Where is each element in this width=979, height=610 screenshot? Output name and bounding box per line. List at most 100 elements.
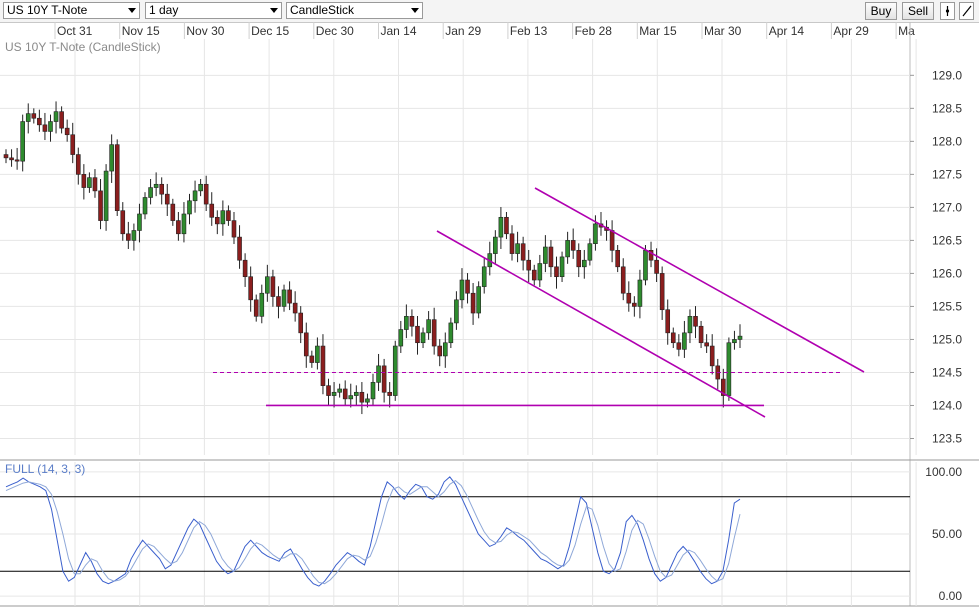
candle-body <box>409 316 415 327</box>
candle-body <box>31 113 37 119</box>
candle-body <box>315 345 320 363</box>
candle-body <box>737 335 743 340</box>
candle-body <box>53 111 59 122</box>
candle-body <box>220 210 226 225</box>
candle-body <box>593 223 598 244</box>
candle-body <box>292 302 298 314</box>
candle-body <box>64 127 70 136</box>
sell-button[interactable]: Sell <box>902 2 934 20</box>
candle-body <box>287 289 292 304</box>
candle-body <box>548 246 554 268</box>
candle-body <box>259 292 265 317</box>
candle-body <box>198 183 203 192</box>
candle-body <box>415 325 420 344</box>
trendline-tool-button[interactable] <box>959 2 974 20</box>
price-tick-label: 129.0 <box>932 68 962 82</box>
vertical-line-tool-button[interactable] <box>940 2 955 20</box>
candle-body <box>253 299 259 317</box>
candle-body <box>709 345 715 367</box>
toolbar: US 10Y T-Note 1 day CandleStick Buy Sell <box>0 0 979 23</box>
price-tick-label: 123.5 <box>932 431 962 445</box>
stoch-line-pct-d <box>5 479 741 585</box>
interval-select[interactable]: 1 day <box>145 2 282 19</box>
chart-title: US 10Y T-Note (CandleStick) <box>5 40 161 54</box>
candle-body <box>698 325 704 344</box>
candle-body <box>398 329 404 347</box>
date-tick-label: Dec 30 <box>315 24 354 38</box>
candle-body <box>654 259 659 274</box>
candle-body <box>181 213 187 235</box>
candle-body <box>554 266 559 278</box>
chevron-down-icon <box>128 8 136 13</box>
price-tick-label: 124.5 <box>932 365 962 379</box>
candle-body <box>153 183 159 188</box>
candle-body <box>103 170 109 221</box>
buy-button[interactable]: Buy <box>865 2 897 20</box>
candle-body <box>626 292 632 304</box>
candle-body <box>48 121 53 132</box>
candle-body <box>159 183 164 195</box>
candle-body <box>732 339 737 344</box>
date-tick-label: Jan 29 <box>445 24 482 38</box>
channel-trendline <box>436 230 766 418</box>
candle-body <box>682 332 687 350</box>
candle-body <box>148 187 153 198</box>
candle-body <box>481 266 487 287</box>
chart-type-select-value: CandleStick <box>290 3 355 17</box>
price-tick-label: 126.0 <box>932 266 962 280</box>
candle-body <box>37 117 42 126</box>
candle-body <box>309 355 315 363</box>
candle-body <box>14 159 20 162</box>
candle-body <box>687 316 693 334</box>
candle-body <box>326 385 331 396</box>
candle-body <box>192 190 198 202</box>
candle-body <box>320 345 326 386</box>
candle-body <box>75 154 81 175</box>
candle-body <box>665 309 671 334</box>
candle-body <box>281 289 287 307</box>
candle-body <box>42 124 48 132</box>
interval-select-value: 1 day <box>149 3 179 17</box>
price-tick-label: 124.0 <box>932 398 962 412</box>
candle-body <box>226 210 231 221</box>
price-tick-label: 127.5 <box>932 167 962 181</box>
candle-body <box>359 391 365 403</box>
candle-body <box>70 134 76 155</box>
price-tick-label: 128.0 <box>932 134 962 148</box>
candle-body <box>509 233 515 254</box>
symbol-select-value: US 10Y T-Note <box>7 3 88 17</box>
candle-body <box>209 203 215 218</box>
vertical-line-icon <box>945 6 950 16</box>
channel-trendline <box>534 187 865 373</box>
candle-body <box>20 121 25 162</box>
candle-body <box>543 246 548 264</box>
candle-body <box>576 250 582 268</box>
candle-body <box>298 312 304 334</box>
candle-body <box>248 276 253 301</box>
candle-body <box>670 332 676 344</box>
chevron-down-icon <box>411 8 419 13</box>
chart-type-select[interactable]: CandleStick <box>286 2 423 19</box>
candle-body <box>187 200 192 215</box>
candle-body <box>404 316 409 330</box>
candle-body <box>370 382 376 400</box>
date-tick-label: Ma <box>898 24 915 38</box>
candle-body <box>582 259 587 268</box>
candle-body <box>442 342 448 357</box>
date-tick-label: Mar 15 <box>639 24 677 38</box>
candle-body <box>476 286 481 314</box>
candle-body <box>59 111 64 129</box>
date-tick-label: Jan 14 <box>380 24 417 38</box>
candle-body <box>81 174 87 188</box>
candle-body <box>437 345 443 357</box>
price-tick-label: 128.5 <box>932 101 962 115</box>
candle-body <box>643 250 648 281</box>
symbol-select[interactable]: US 10Y T-Note <box>3 2 140 19</box>
candle-body <box>704 342 709 347</box>
candle-body <box>570 240 576 251</box>
candle-body <box>348 395 354 400</box>
candle-body <box>559 256 565 278</box>
date-tick-label: Nov 30 <box>186 24 225 38</box>
candle-body <box>587 243 593 261</box>
